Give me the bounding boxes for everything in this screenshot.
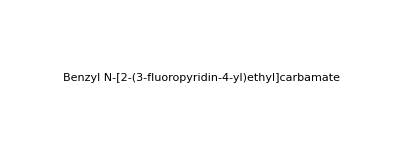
Text: Benzyl N-[2-(3-fluoropyridin-4-yl)ethyl]carbamate: Benzyl N-[2-(3-fluoropyridin-4-yl)ethyl]… xyxy=(63,73,340,83)
